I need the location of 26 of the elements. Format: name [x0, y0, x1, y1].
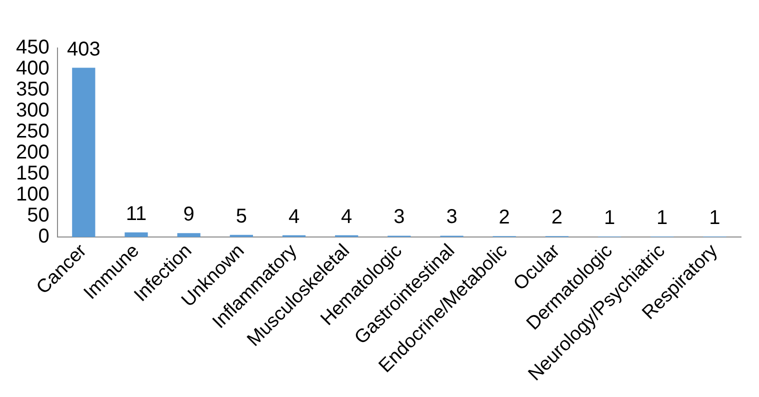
bar [72, 68, 96, 237]
y-tick-label: 50 [27, 204, 50, 226]
y-tick-label: 400 [16, 58, 50, 80]
y-tick-label: 300 [16, 100, 50, 122]
data-label: 3 [394, 206, 405, 228]
data-label: 1 [656, 207, 668, 230]
y-tick-label: 0 [38, 225, 50, 248]
data-label: 2 [551, 206, 563, 229]
bar [177, 233, 200, 237]
data-label: 9 [183, 204, 194, 226]
data-label: 4 [288, 206, 300, 228]
data-label: 403 [66, 38, 100, 60]
y-tick-label: 250 [16, 120, 50, 142]
data-label: 1 [604, 207, 616, 230]
data-label: 4 [341, 206, 352, 228]
data-label: 2 [498, 206, 510, 229]
data-label: 11 [126, 202, 147, 225]
y-tick-label: 100 [16, 183, 50, 206]
y-tick-label: 150 [16, 162, 50, 184]
data-label: 1 [709, 207, 720, 230]
bar [124, 232, 148, 237]
data-label: 5 [236, 205, 247, 228]
data-label: 3 [446, 206, 458, 228]
y-tick-label: 200 [16, 141, 50, 164]
y-tick-label: 350 [16, 78, 50, 101]
y-tick-label: 450 [16, 36, 50, 59]
